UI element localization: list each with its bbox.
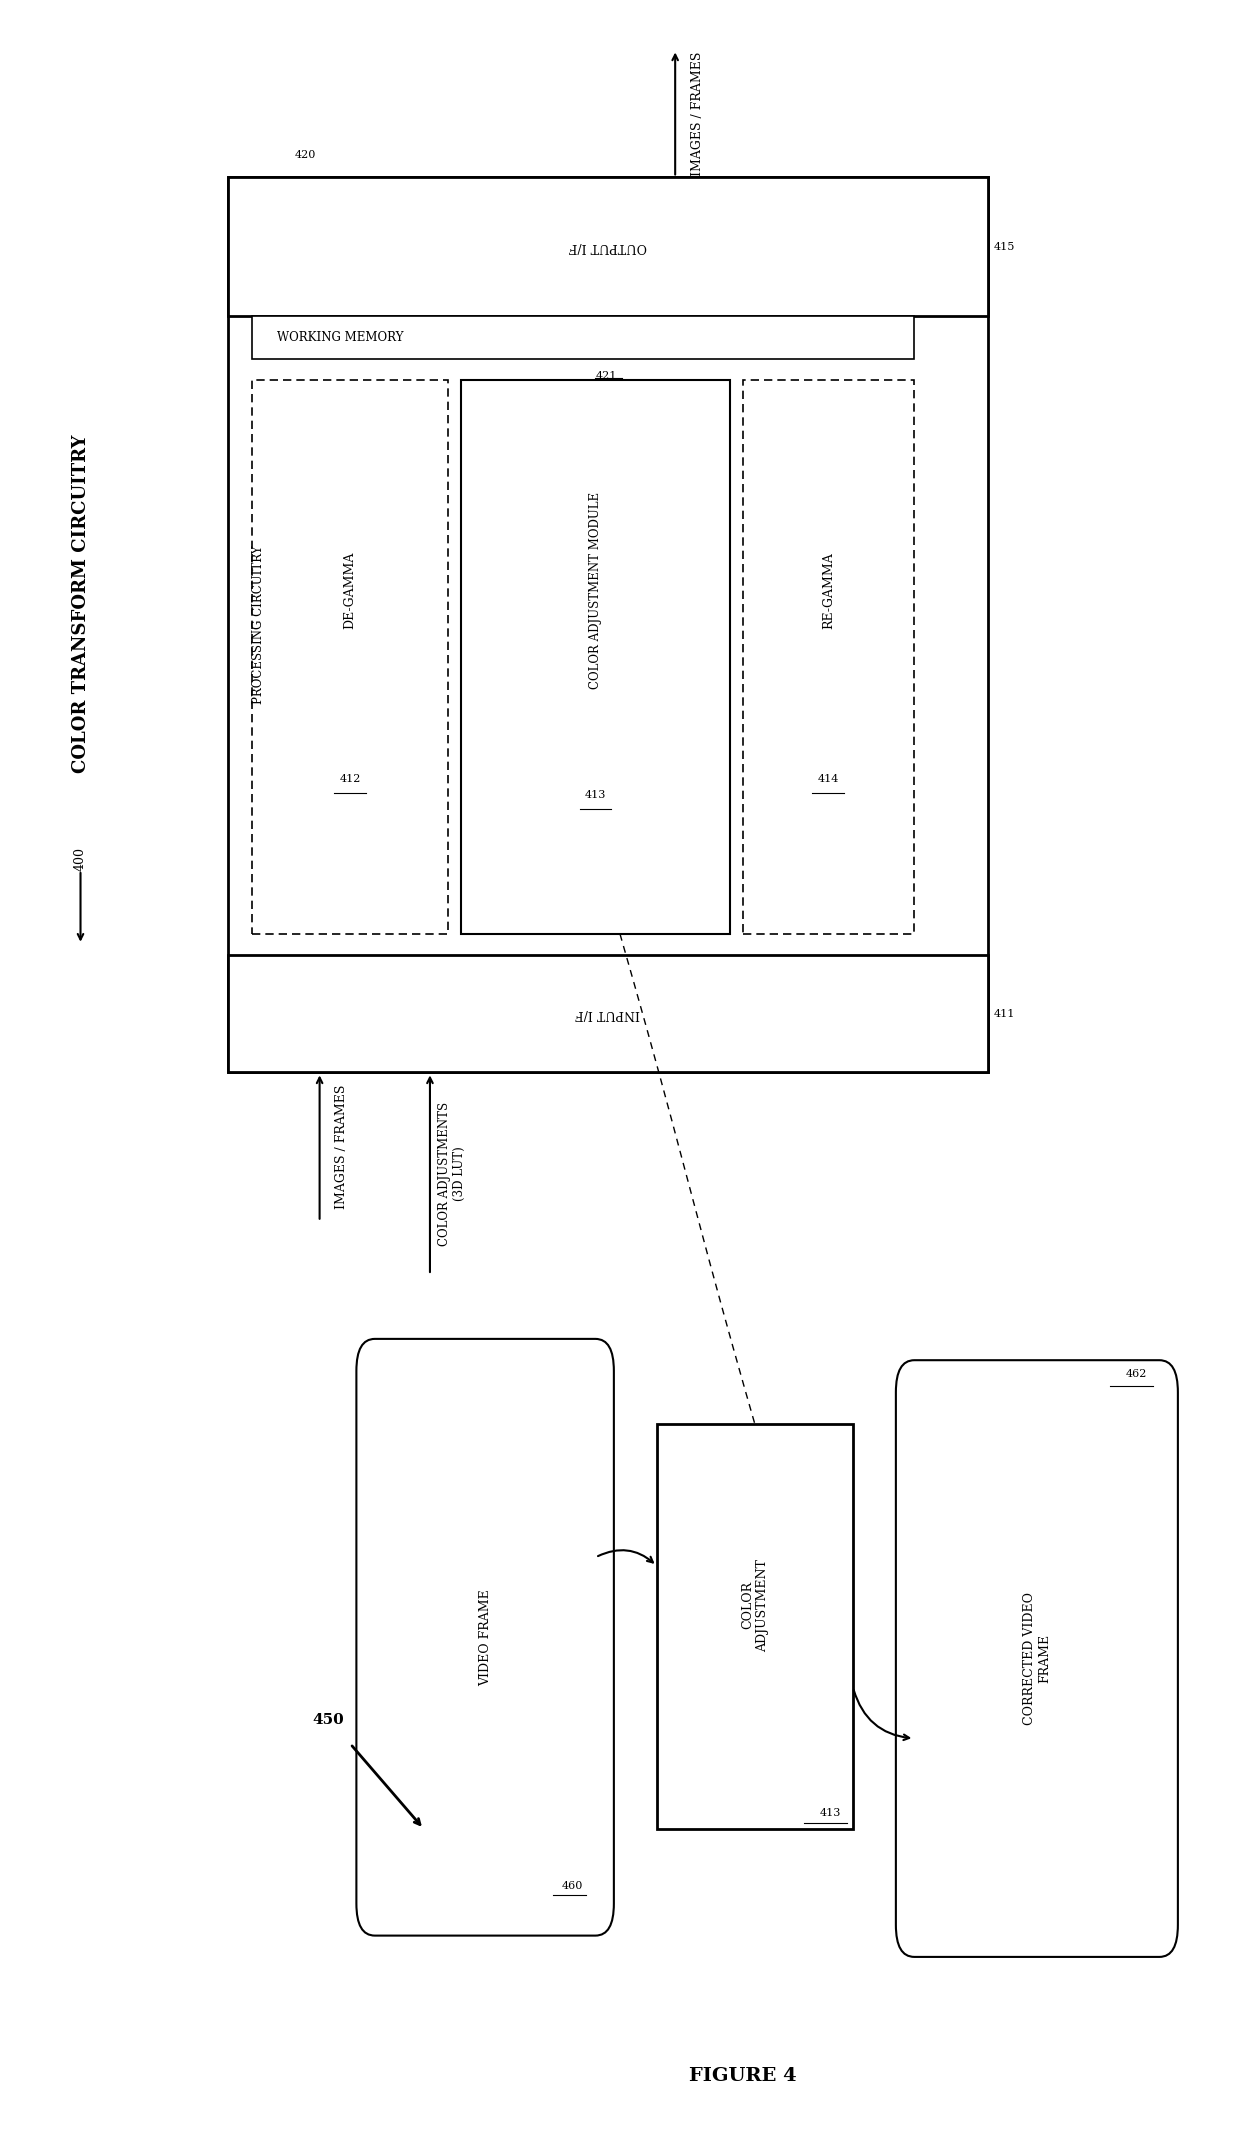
Text: 460: 460	[562, 1881, 583, 1892]
Bar	[252, 380, 449, 933]
Bar	[743, 380, 914, 933]
Text: 413: 413	[820, 1808, 841, 1819]
Bar	[252, 315, 914, 358]
Bar	[657, 1424, 853, 1830]
Text: 412: 412	[340, 774, 361, 783]
Text: 411: 411	[994, 1008, 1016, 1019]
Text: 400: 400	[74, 847, 87, 871]
Text: VIDEO FRAME: VIDEO FRAME	[479, 1589, 491, 1686]
Bar	[228, 178, 988, 1072]
Text: 414: 414	[817, 774, 839, 783]
Text: 421: 421	[595, 371, 616, 382]
Text: IMAGES / FRAMES: IMAGES / FRAMES	[691, 51, 704, 176]
Text: FIGURE 4: FIGURE 4	[688, 2068, 796, 2085]
Text: DE-GAMMA: DE-GAMMA	[343, 551, 357, 628]
Text: RE-GAMMA: RE-GAMMA	[822, 551, 835, 628]
Text: OUTPUT I/F: OUTPUT I/F	[569, 240, 647, 253]
Text: COLOR ADJUSTMENTS
(3D LUT): COLOR ADJUSTMENTS (3D LUT)	[438, 1103, 466, 1246]
Text: 413: 413	[585, 792, 606, 800]
Text: COLOR TRANSFORM CIRCUITRY: COLOR TRANSFORM CIRCUITRY	[72, 435, 89, 772]
Text: 420: 420	[295, 150, 316, 161]
FancyBboxPatch shape	[895, 1360, 1178, 1956]
Text: 462: 462	[1126, 1369, 1147, 1379]
Text: COLOR ADJUSTMENT MODULE: COLOR ADJUSTMENT MODULE	[589, 491, 601, 689]
Text: 450: 450	[312, 1712, 345, 1727]
Text: CORRECTED VIDEO
FRAME: CORRECTED VIDEO FRAME	[1023, 1592, 1050, 1725]
Text: PROCESSING CIRCUITRY: PROCESSING CIRCUITRY	[252, 545, 265, 704]
Bar	[228, 178, 988, 315]
FancyBboxPatch shape	[356, 1338, 614, 1935]
Bar	[460, 380, 730, 933]
Text: 415: 415	[994, 242, 1016, 251]
Text: INPUT I/F: INPUT I/F	[575, 1008, 640, 1021]
Text: WORKING MEMORY: WORKING MEMORY	[277, 330, 403, 343]
Bar	[228, 955, 988, 1072]
Text: COLOR
ADJUSTMENT: COLOR ADJUSTMENT	[740, 1559, 769, 1652]
Text: IMAGES / FRAMES: IMAGES / FRAMES	[335, 1085, 348, 1210]
